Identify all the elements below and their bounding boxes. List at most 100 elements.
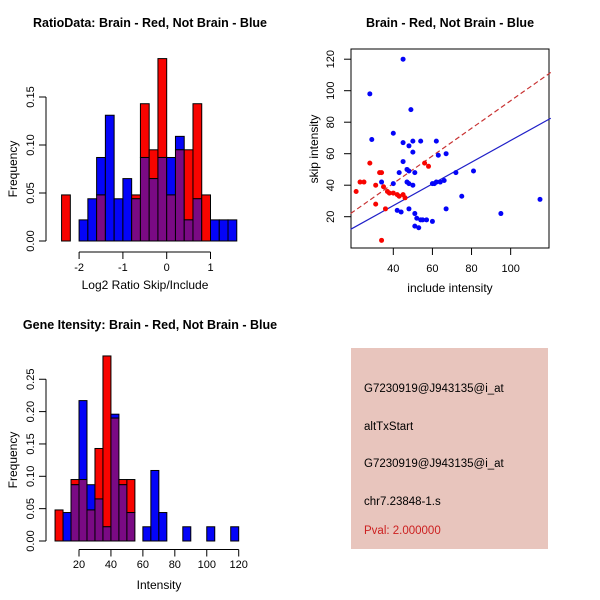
scatter-point-red bbox=[367, 160, 373, 166]
scatter-point-blue bbox=[398, 209, 404, 215]
histogram-bar bbox=[113, 198, 124, 242]
scatter-point-blue bbox=[441, 177, 447, 183]
histogram-bar-cap bbox=[96, 156, 106, 196]
scatter-point-blue bbox=[412, 211, 418, 217]
y-tick-label: 0.00 bbox=[25, 530, 37, 551]
info-box: G7230919@J943135@i_at altTxStart G723091… bbox=[351, 348, 548, 549]
histogram-bar-cap bbox=[192, 103, 203, 200]
scatter-point-red bbox=[379, 170, 385, 176]
histogram-bar bbox=[218, 219, 229, 242]
y-tick-label: 100 bbox=[325, 82, 337, 100]
histogram-bar-overlap bbox=[183, 219, 194, 242]
x-tick-label: 40 bbox=[105, 559, 117, 571]
histogram-bar-cap bbox=[148, 149, 159, 180]
scatter-point-blue bbox=[537, 196, 543, 202]
scatter-point-blue bbox=[433, 138, 439, 144]
x-tick-label: 100 bbox=[198, 559, 216, 571]
histogram-bar-overlap bbox=[148, 178, 159, 242]
histogram-bar bbox=[87, 198, 98, 242]
plot-title: Brain - Red, Not Brain - Blue bbox=[366, 16, 534, 30]
y-tick-label: 40 bbox=[325, 179, 337, 191]
histogram-bar-overlap bbox=[118, 484, 128, 542]
histogram-bar-cap bbox=[131, 194, 141, 200]
scatter-point-blue bbox=[390, 130, 396, 136]
histogram-bar-cap bbox=[94, 447, 104, 500]
histogram-bar-overlap bbox=[94, 498, 104, 542]
scatter-point-blue bbox=[400, 140, 406, 146]
histogram-bar-overlap bbox=[110, 417, 120, 542]
histogram-bar-overlap bbox=[192, 198, 203, 242]
histogram-bar-overlap bbox=[166, 194, 176, 242]
y-tick-label: 0.20 bbox=[25, 401, 37, 422]
x-tick-label: 60 bbox=[137, 559, 149, 571]
histogram-bar bbox=[201, 194, 212, 242]
scatter-point-blue bbox=[416, 225, 422, 231]
scatter-point-blue bbox=[406, 181, 412, 187]
pval-text: Pval: 2.000000 bbox=[364, 525, 441, 537]
histogram-bar bbox=[182, 526, 192, 542]
scatter-point-red bbox=[422, 160, 428, 166]
y-tick-label: 0.15 bbox=[25, 86, 37, 107]
scatter-point-blue bbox=[435, 152, 441, 158]
scatter-point-red bbox=[396, 193, 402, 199]
event-type-text: altTxStart bbox=[364, 421, 414, 433]
scatter-point-blue bbox=[414, 215, 420, 221]
scatter-point-red bbox=[379, 237, 385, 243]
scatter-point-blue bbox=[412, 170, 418, 176]
histogram-bar-cap bbox=[157, 58, 168, 158]
scatter-point-red bbox=[381, 184, 387, 190]
x-axis-label: Intensity bbox=[137, 578, 182, 592]
histogram-bar-cap bbox=[174, 135, 185, 151]
probe-id-text: G7230919@J943135@i_at bbox=[364, 383, 504, 395]
x-tick-label: -2 bbox=[74, 262, 84, 274]
y-tick-label: 0.10 bbox=[25, 466, 37, 487]
histogram-bar bbox=[122, 178, 133, 242]
scatter-point-blue bbox=[418, 138, 424, 144]
plot-title: Gene Itensity: Brain - Red, Not Brain - … bbox=[23, 318, 277, 332]
histogram-bar bbox=[54, 509, 64, 542]
scatter-point-blue bbox=[498, 211, 504, 217]
scatter-point-blue bbox=[424, 217, 430, 223]
scatter-point-blue bbox=[433, 179, 439, 185]
histogram-bar bbox=[62, 512, 72, 542]
scatter-point-blue bbox=[412, 223, 418, 229]
scatter-point-red bbox=[386, 190, 392, 196]
scatter-point-blue bbox=[420, 217, 426, 223]
y-tick-label: 0.25 bbox=[25, 369, 37, 390]
scatter-point-blue bbox=[459, 193, 465, 199]
scatter-point-blue bbox=[400, 159, 406, 165]
scatter-point-blue bbox=[400, 56, 406, 62]
histogram-bar bbox=[230, 526, 240, 542]
scatter-point-red bbox=[382, 206, 388, 212]
histogram-bar-overlap bbox=[139, 156, 150, 242]
histogram-bar-overlap bbox=[102, 526, 112, 542]
x-tick-label: 100 bbox=[501, 263, 519, 275]
x-axis-label: include intensity bbox=[407, 281, 492, 295]
histogram-bar-cap bbox=[183, 149, 194, 221]
y-tick-label: 0.10 bbox=[25, 134, 37, 155]
histogram-bar-cap bbox=[86, 484, 96, 511]
histogram-bar-cap bbox=[70, 479, 80, 486]
scatter-point-red bbox=[353, 189, 359, 194]
y-tick-label: 0.00 bbox=[25, 230, 37, 251]
scatter-point-blue bbox=[406, 168, 412, 174]
scatter-point-red bbox=[361, 179, 367, 185]
y-tick-label: 20 bbox=[325, 211, 337, 223]
x-tick-label: 80 bbox=[465, 263, 477, 275]
histogram-bar-cap bbox=[118, 479, 128, 486]
y-tick-label: 0.05 bbox=[25, 498, 37, 519]
y-tick-label: 120 bbox=[325, 50, 337, 68]
histogram-bar-overlap bbox=[78, 479, 88, 542]
scatter-point-blue bbox=[443, 206, 449, 212]
scatter-point-blue bbox=[410, 138, 416, 144]
scatter-point-blue bbox=[410, 182, 416, 188]
scatter-point-blue bbox=[443, 151, 449, 157]
scatter-point-blue bbox=[410, 149, 416, 155]
x-tick-label: 60 bbox=[426, 263, 438, 275]
x-tick-label: 40 bbox=[387, 263, 399, 275]
x-tick-label: 1 bbox=[207, 262, 213, 274]
scatter-point-blue bbox=[470, 168, 476, 174]
histogram-bar bbox=[61, 194, 71, 242]
